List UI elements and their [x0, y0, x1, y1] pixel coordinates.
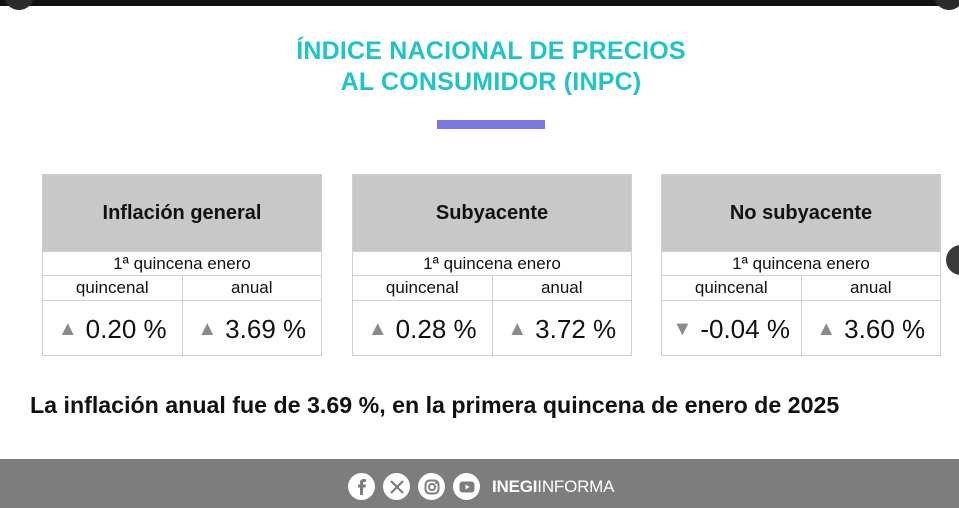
value-anual: ▲ 3.60 % [800, 301, 941, 357]
up-arrow-icon: ▲ [57, 317, 78, 340]
x-icon[interactable] [383, 473, 410, 500]
column-quincenal: quincenal [694, 278, 768, 297]
up-arrow-icon: ▲ [197, 317, 218, 340]
card-values: ▼ -0.04 % ▲ 3.60 % [662, 301, 940, 357]
card-columns: quincenal anual [353, 276, 631, 301]
column-quincenal: quincenal [75, 278, 149, 297]
page-title: ÍNDICE NACIONAL DE PRECIOS AL CONSUMIDOR… [0, 36, 959, 98]
corner-control[interactable] [4, 0, 34, 10]
column-quincenal: quincenal [385, 278, 459, 297]
card-inflacion-general: Inflación general 1ª quincena enero quin… [42, 174, 322, 357]
card-period: 1ª quincena enero [662, 251, 940, 276]
card-title: Inflación general [43, 175, 321, 251]
value-text: 3.69 % [225, 313, 307, 344]
footer-brand-row: INEGIINFORMA [348, 473, 614, 500]
card-title: Subyacente [353, 175, 631, 251]
card-values: ▲ 0.20 % ▲ 3.69 % [43, 301, 321, 357]
instagram-glyph [424, 479, 439, 494]
card-subyacente: Subyacente 1ª quincena enero quincenal a… [352, 174, 632, 357]
x-glyph [389, 479, 404, 494]
column-anual: anual [491, 276, 632, 300]
card-period: 1ª quincena enero [43, 251, 321, 276]
card-columns: quincenal anual [662, 276, 940, 301]
brand-inegi-informa[interactable]: INEGIINFORMA [492, 477, 614, 497]
card-values: ▲ 0.28 % ▲ 3.72 % [353, 301, 631, 357]
card-columns: quincenal anual [43, 276, 321, 301]
brand-regular: INFORMA [537, 476, 615, 496]
title-line-2: AL CONSUMIDOR (INPC) [340, 68, 642, 96]
up-arrow-icon: ▲ [507, 317, 528, 340]
title-accent-bar [437, 120, 545, 129]
value-text: -0.04 % [700, 313, 790, 344]
card-no-subyacente: No subyacente 1ª quincena enero quincena… [661, 174, 941, 357]
footer: INEGIINFORMA [0, 459, 959, 508]
corner-control[interactable] [934, 0, 959, 10]
column-anual: anual [800, 276, 941, 300]
value-text: 0.28 % [395, 313, 477, 344]
youtube-icon[interactable] [453, 473, 480, 500]
value-quincenal: ▼ -0.04 % [662, 301, 801, 357]
instagram-icon[interactable] [418, 473, 445, 500]
brand-bold: INEGI [492, 476, 538, 496]
top-bar [0, 0, 959, 6]
value-text: 3.72 % [535, 313, 617, 344]
down-arrow-icon: ▼ [672, 317, 693, 340]
value-quincenal: ▲ 0.20 % [43, 301, 182, 357]
value-text: 0.20 % [85, 313, 167, 344]
title-line-1: ÍNDICE NACIONAL DE PRECIOS [296, 37, 686, 65]
value-anual: ▲ 3.72 % [491, 301, 632, 357]
card-title: No subyacente [662, 175, 940, 251]
value-quincenal: ▲ 0.28 % [353, 301, 492, 357]
column-anual: anual [181, 276, 322, 300]
value-anual: ▲ 3.69 % [181, 301, 322, 357]
facebook-icon[interactable] [348, 473, 375, 500]
summary-text: La inflación anual fue de 3.69 %, en la … [30, 392, 840, 418]
up-arrow-icon: ▲ [367, 317, 388, 340]
up-arrow-icon: ▲ [816, 317, 837, 340]
value-text: 3.60 % [844, 313, 926, 344]
next-slide-button[interactable] [946, 245, 959, 275]
card-period: 1ª quincena enero [353, 251, 631, 276]
youtube-glyph [459, 481, 474, 492]
facebook-glyph [357, 478, 366, 495]
